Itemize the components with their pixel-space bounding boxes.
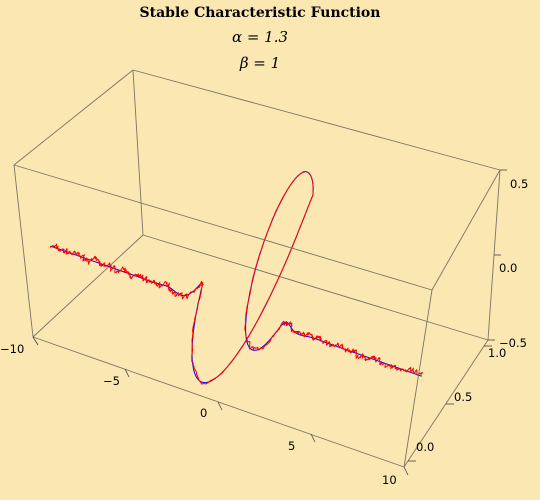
y-tick-label: 1.0	[488, 346, 506, 360]
box-back-edges	[13, 69, 501, 341]
box-edge	[32, 336, 405, 468]
chart-title: Stable Characteristic Function	[140, 5, 381, 21]
x-tick-label: 10	[382, 473, 397, 487]
empirical-curve	[49, 170, 423, 385]
data-curves	[49, 170, 423, 385]
x-axis: −10 −5 0 5 10	[0, 336, 409, 487]
box-edge	[13, 164, 433, 291]
z-axis: −0.5 0.0 0.5	[488, 169, 528, 350]
box-edge	[142, 234, 489, 341]
box-edge	[431, 169, 501, 291]
param-beta: β = 1	[239, 54, 280, 72]
y-tick-label: 0.5	[454, 390, 472, 404]
x-tick-label: 0	[200, 406, 207, 420]
box-edge	[13, 164, 34, 338]
z-tick-label: −0.5	[499, 336, 527, 350]
box-edge	[132, 69, 144, 236]
y-axis: 0.0 0.5 1.0	[408, 345, 506, 462]
z-tick-label: 0.5	[510, 177, 528, 191]
x-tick-label: 5	[288, 439, 295, 453]
theoretical-curve	[50, 171, 422, 384]
box-edge	[132, 69, 501, 171]
box-edge	[403, 289, 433, 468]
param-alpha: α = 1.3	[232, 28, 288, 46]
x-tick-label: −10	[0, 342, 24, 356]
box-edge	[13, 69, 134, 166]
box-front-edges	[13, 164, 501, 468]
y-tick-label: 0.0	[416, 440, 434, 454]
z-tick-label: 0.0	[499, 261, 517, 275]
box-edge	[403, 339, 489, 468]
box-edge	[32, 234, 144, 338]
x-tick-label: −5	[103, 374, 120, 388]
